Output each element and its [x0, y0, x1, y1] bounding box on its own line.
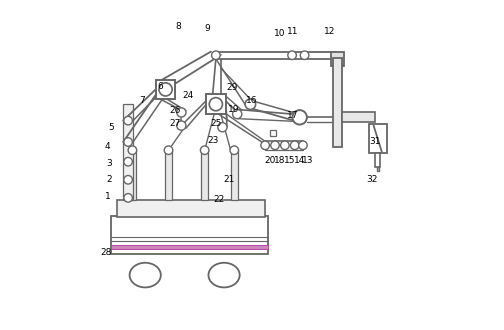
- Circle shape: [261, 141, 270, 149]
- Bar: [156, 80, 175, 99]
- Ellipse shape: [130, 263, 161, 287]
- Circle shape: [124, 194, 133, 202]
- Circle shape: [300, 51, 309, 59]
- Text: 16: 16: [246, 96, 258, 105]
- Text: 22: 22: [214, 195, 225, 204]
- Text: 2: 2: [106, 175, 112, 184]
- Text: 25: 25: [210, 119, 222, 128]
- Text: 1: 1: [104, 192, 110, 201]
- Text: 18: 18: [274, 155, 286, 165]
- Text: 5: 5: [108, 123, 113, 132]
- Text: 8: 8: [175, 22, 181, 31]
- Text: 29: 29: [227, 83, 238, 92]
- Circle shape: [230, 146, 238, 154]
- Text: 28: 28: [100, 248, 111, 257]
- Circle shape: [290, 141, 299, 149]
- Circle shape: [128, 146, 137, 154]
- Text: 10: 10: [274, 29, 286, 38]
- Text: 31: 31: [369, 138, 381, 147]
- Circle shape: [124, 138, 133, 146]
- Text: 23: 23: [207, 136, 218, 145]
- Circle shape: [212, 51, 220, 59]
- Text: 9: 9: [205, 24, 211, 33]
- Circle shape: [209, 98, 222, 111]
- Ellipse shape: [209, 263, 240, 287]
- Circle shape: [177, 121, 186, 130]
- Bar: [111, 245, 269, 249]
- Circle shape: [201, 146, 209, 154]
- Bar: [368, 124, 387, 153]
- Text: 3: 3: [106, 159, 112, 168]
- Circle shape: [292, 110, 307, 125]
- Text: 11: 11: [287, 27, 299, 36]
- Bar: [375, 153, 381, 167]
- Bar: [117, 200, 265, 216]
- Circle shape: [271, 141, 279, 149]
- Bar: [123, 104, 133, 200]
- Bar: [165, 150, 172, 200]
- Text: 17: 17: [287, 111, 299, 120]
- Bar: [206, 94, 226, 114]
- Circle shape: [159, 83, 172, 96]
- Text: 19: 19: [228, 105, 240, 114]
- Text: 7: 7: [139, 96, 145, 105]
- Bar: [376, 167, 379, 171]
- Circle shape: [233, 110, 242, 119]
- Text: 14: 14: [294, 155, 305, 165]
- Text: 27: 27: [169, 119, 180, 128]
- Circle shape: [164, 146, 173, 154]
- Circle shape: [288, 51, 296, 59]
- Circle shape: [245, 99, 256, 110]
- Circle shape: [124, 176, 133, 184]
- Text: 4: 4: [105, 143, 110, 151]
- Text: 32: 32: [366, 175, 377, 184]
- Text: 26: 26: [169, 106, 180, 115]
- Circle shape: [281, 141, 289, 149]
- Bar: [331, 51, 344, 66]
- Circle shape: [299, 141, 307, 149]
- Text: 13: 13: [302, 155, 313, 165]
- Text: 24: 24: [182, 91, 194, 101]
- Circle shape: [218, 123, 227, 132]
- Circle shape: [177, 108, 186, 117]
- Bar: [201, 150, 208, 200]
- Bar: [231, 150, 238, 200]
- Bar: [270, 130, 276, 136]
- Text: 15: 15: [284, 155, 295, 165]
- Text: 20: 20: [265, 155, 276, 165]
- Bar: [333, 58, 342, 147]
- Circle shape: [124, 157, 133, 166]
- Text: 12: 12: [324, 27, 335, 36]
- Text: 21: 21: [223, 175, 235, 184]
- Circle shape: [124, 116, 133, 125]
- Text: 6: 6: [157, 82, 163, 91]
- Bar: [342, 113, 375, 122]
- Bar: [111, 216, 269, 254]
- Bar: [129, 150, 136, 200]
